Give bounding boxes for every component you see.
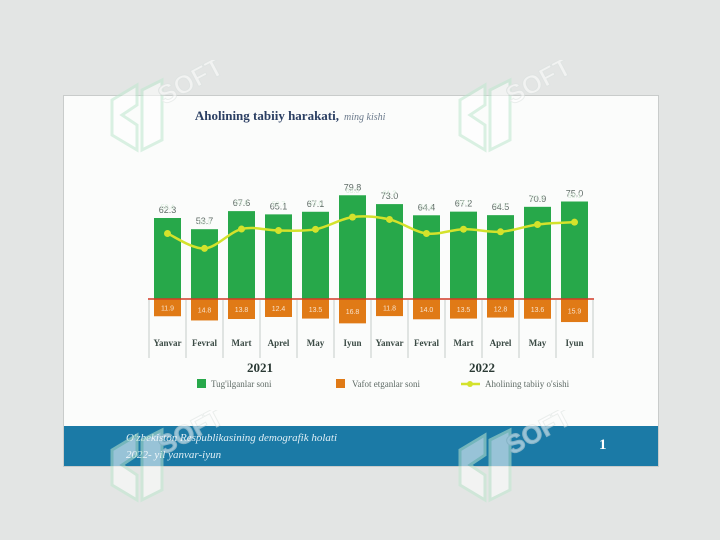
births-bar	[228, 211, 255, 299]
births-bar	[487, 215, 514, 299]
x-tick-label: Iyun	[565, 338, 583, 348]
growth-data-label: 38.9	[198, 219, 212, 226]
deaths-data-label: 11.8	[383, 306, 396, 313]
growth-point	[312, 225, 319, 233]
legend-label-deaths: Vafot etganlar soni	[352, 379, 420, 389]
births-data-label: 67.6	[233, 198, 251, 208]
footer-period: 2022- yil yanvar-iyun	[126, 449, 222, 461]
deaths-data-label: 12.4	[272, 306, 286, 313]
deaths-bar	[376, 299, 403, 317]
births-data-label: 64.5	[492, 202, 510, 212]
growth-data-label: 53.6	[309, 200, 323, 207]
growth-point	[534, 221, 541, 229]
deaths-data-label: 14.8	[198, 308, 212, 315]
deaths-data-label: 14.0	[420, 307, 434, 314]
growth-point	[423, 229, 430, 237]
births-data-label: 67.2	[455, 199, 473, 209]
births-data-label: 75.0	[566, 189, 584, 199]
growth-data-label: 53.8	[235, 200, 249, 207]
deaths-bar	[154, 299, 181, 317]
deaths-bar	[413, 299, 440, 320]
growth-point	[571, 218, 578, 226]
growth-data-label: 51.7	[494, 203, 508, 210]
deaths-data-label: 12.8	[494, 306, 508, 313]
births-bar	[191, 229, 218, 299]
growth-point	[460, 225, 467, 233]
deaths-bar	[524, 299, 551, 319]
growth-data-label: 57.3	[531, 196, 545, 203]
deaths-data-label: 13.6	[531, 307, 545, 314]
x-tick-label: Iyun	[343, 338, 361, 348]
births-data-label: 79.8	[344, 182, 362, 192]
growth-point	[275, 226, 282, 234]
chart-subtitle: ming kishi	[344, 112, 386, 123]
births-bar	[561, 201, 588, 299]
deaths-data-label: 16.8	[346, 309, 360, 316]
deaths-bar	[450, 299, 477, 319]
growth-data-label: 53.7	[457, 200, 471, 207]
deaths-bar	[561, 299, 588, 323]
x-tick-label: May	[529, 338, 547, 348]
deaths-data-label: 11.9	[161, 306, 174, 313]
deaths-data-label: 13.8	[235, 307, 249, 314]
growth-data-label: 63.0	[346, 188, 360, 195]
births-bar	[450, 211, 477, 299]
growth-point	[201, 244, 208, 252]
births-bar	[339, 195, 366, 299]
births-bar	[524, 206, 551, 299]
x-tick-label: Mart	[232, 338, 252, 348]
x-tick-label: Fevral	[414, 338, 439, 348]
growth-point	[497, 228, 504, 236]
growth-data-label: 50.4	[161, 204, 175, 211]
chart-title: Aholining tabiiy harakati,	[195, 108, 339, 123]
births-data-label: 67.1	[307, 199, 325, 209]
growth-point	[238, 225, 245, 233]
births-data-label: 65.1	[270, 201, 288, 211]
year-label: 2022	[469, 360, 495, 375]
births-data-label: 62.3	[159, 205, 177, 215]
growth-data-label: 50.4	[420, 204, 434, 211]
x-tick-label: Yanvar	[153, 338, 181, 348]
legend-label-growth: Aholining tabiiy o'sishi	[485, 379, 570, 389]
chart: Aholining tabiiy harakati, ming kishi 62.3…	[148, 108, 594, 389]
growth-data-label: 61.2	[383, 190, 397, 197]
x-tick-label: Yanvar	[375, 338, 403, 348]
births-data-label: 73.0	[381, 191, 399, 201]
deaths-data-label: 13.5	[309, 307, 323, 314]
growth-data-label: 52.7	[272, 201, 286, 208]
legend-swatch-births	[197, 379, 206, 388]
growth-point	[164, 229, 171, 237]
births-data-label: 53.7	[196, 216, 214, 226]
deaths-bar	[302, 299, 329, 319]
deaths-bar	[191, 299, 218, 321]
deaths-bar	[228, 299, 255, 320]
births-data-label: 64.4	[418, 202, 436, 212]
footer-title: O'zbekiston Respublikasining demografik …	[126, 432, 338, 444]
growth-point	[349, 213, 356, 221]
x-tick-label: Mart	[454, 338, 474, 348]
deaths-data-label: 13.5	[457, 307, 471, 314]
legend-swatch-deaths	[336, 379, 345, 388]
deaths-bar	[339, 299, 366, 324]
growth-data-label: 59.1	[568, 193, 582, 200]
year-label: 2021	[247, 360, 273, 375]
deaths-data-label: 15.9	[568, 309, 582, 316]
legend-label-births: Tug'ilganlar soni	[211, 379, 272, 389]
x-tick-label: Fevral	[192, 338, 217, 348]
births-bar	[413, 215, 440, 299]
page-number: 1	[599, 437, 607, 453]
x-tick-label: May	[307, 338, 325, 348]
legend-marker-growth	[467, 381, 473, 387]
births-data-label: 70.9	[529, 194, 547, 204]
slide: Aholining tabiiy harakati, ming kishi 62.3…	[63, 95, 659, 467]
deaths-bar	[265, 299, 292, 317]
growth-point	[386, 215, 393, 223]
births-bar	[302, 211, 329, 299]
x-tick-label: Aprel	[490, 338, 512, 348]
deaths-bar	[487, 299, 514, 318]
footer-banner: O'zbekiston Respublikasining demografik …	[64, 426, 658, 466]
x-tick-label: Aprel	[268, 338, 290, 348]
